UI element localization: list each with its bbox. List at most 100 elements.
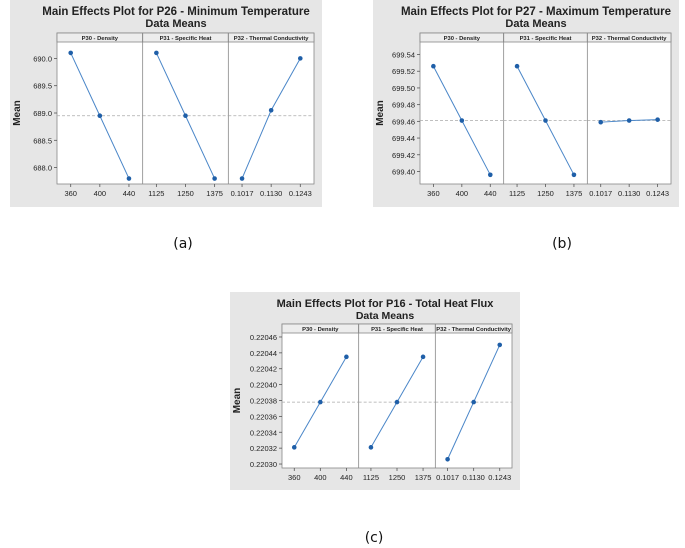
data-point xyxy=(297,56,303,61)
x-tick-label: 0.1017 xyxy=(436,473,459,482)
x-tick-label: 1125 xyxy=(363,473,379,482)
x-tick-label: 1375 xyxy=(415,473,432,482)
data-point xyxy=(626,118,632,123)
y-tick-label: 699.42 xyxy=(392,151,415,160)
chart-subtitle: Data Means xyxy=(356,310,415,322)
x-tick-label: 1250 xyxy=(389,473,406,482)
y-tick-label: 690.0 xyxy=(33,54,52,63)
panel-title: P32 - Thermal Conductivity xyxy=(234,36,310,42)
y-tick-label: 0.22036 xyxy=(250,412,277,421)
y-tick-label: 688.0 xyxy=(33,164,52,173)
x-tick-label: 0.1130 xyxy=(260,189,282,198)
x-tick-label: 440 xyxy=(340,473,353,482)
data-point xyxy=(459,118,465,123)
chart-svg: Main Effects Plot for P26 - Minimum Temp… xyxy=(10,0,322,207)
panel-title: P30 - Density xyxy=(302,327,339,333)
y-tick-label: 0.22040 xyxy=(250,381,277,390)
y-tick-label: 0.22044 xyxy=(250,349,277,358)
x-tick-label: 1125 xyxy=(509,189,525,198)
chart-svg: Main Effects Plot for P27 - Maximum Temp… xyxy=(373,0,679,207)
data-point xyxy=(487,172,493,178)
data-point xyxy=(268,107,274,113)
y-tick-label: 0.22034 xyxy=(250,428,277,437)
y-tick-label: 699.54 xyxy=(392,51,415,60)
chart-subtitle: Data Means xyxy=(145,18,206,30)
y-tick-label: 699.44 xyxy=(392,134,415,143)
x-tick-label: 1250 xyxy=(537,189,554,198)
data-point xyxy=(183,113,188,119)
data-point xyxy=(514,63,520,69)
chart-title: Main Effects Plot for P27 - Maximum Temp… xyxy=(401,6,671,18)
data-point xyxy=(497,342,503,348)
y-tick-label: 689.5 xyxy=(33,82,52,91)
data-point xyxy=(543,118,548,123)
y-axis-label: Mean xyxy=(12,100,23,126)
y-tick-label: 689.0 xyxy=(33,109,52,118)
chart-svg: Main Effects Plot for P16 - Total Heat F… xyxy=(230,292,520,490)
panel-title: P30 - Density xyxy=(82,36,119,42)
data-point xyxy=(571,172,577,178)
y-tick-label: 0.22032 xyxy=(250,444,277,453)
data-point xyxy=(318,399,323,405)
x-tick-label: 400 xyxy=(314,473,327,482)
y-axis-label: Mean xyxy=(375,100,386,126)
panel-title: P32 - Thermal Conductivity xyxy=(436,327,512,333)
x-tick-label: 360 xyxy=(288,473,301,482)
chart-subtitle: Data Means xyxy=(505,18,566,30)
y-tick-label: 699.50 xyxy=(392,84,415,93)
x-tick-label: 440 xyxy=(484,189,497,198)
y-tick-label: 699.40 xyxy=(392,167,415,176)
panel-title: P31 - Specific Heat xyxy=(160,36,212,42)
x-tick-label: 400 xyxy=(456,189,469,198)
caption-c: (c) xyxy=(364,530,384,546)
data-point xyxy=(445,456,450,462)
chart-title: Main Effects Plot for P16 - Total Heat F… xyxy=(277,298,495,310)
panel-title: P32 - Thermal Conductivity xyxy=(592,36,668,42)
x-tick-label: 360 xyxy=(427,189,440,198)
plot-area xyxy=(56,32,315,185)
x-tick-label: 360 xyxy=(64,189,77,198)
y-tick-label: 699.48 xyxy=(392,101,415,110)
y-tick-label: 0.22042 xyxy=(250,365,277,374)
data-point xyxy=(68,50,74,56)
chart-title: Main Effects Plot for P26 - Minimum Temp… xyxy=(42,6,310,18)
panel-title: P31 - Specific Heat xyxy=(371,327,423,333)
y-axis-label: Mean xyxy=(232,388,243,414)
data-point xyxy=(368,445,374,450)
data-point xyxy=(344,354,349,360)
panel-title: P31 - Specific Heat xyxy=(520,36,572,42)
caption-a: (a) xyxy=(173,236,193,252)
data-point xyxy=(471,399,476,405)
main-effects-plot-a: Main Effects Plot for P26 - Minimum Temp… xyxy=(10,0,322,212)
data-point xyxy=(655,117,660,122)
x-tick-label: 0.1130 xyxy=(618,189,640,198)
x-tick-label: 1125 xyxy=(148,189,164,198)
data-point xyxy=(212,176,217,181)
x-tick-label: 0.1017 xyxy=(231,189,254,198)
main-effects-plot-b: Main Effects Plot for P27 - Maximum Temp… xyxy=(373,0,679,212)
data-point xyxy=(598,119,604,125)
y-tick-label: 0.22030 xyxy=(250,460,277,469)
y-tick-label: 0.22046 xyxy=(250,333,277,342)
data-point xyxy=(394,399,400,405)
x-tick-label: 0.1017 xyxy=(589,189,612,198)
panel-title: P30 - Density xyxy=(444,36,481,42)
x-tick-label: 0.1243 xyxy=(488,473,511,482)
y-tick-label: 699.46 xyxy=(392,117,415,126)
x-tick-label: 1375 xyxy=(566,189,583,198)
plot-area xyxy=(281,323,513,469)
x-tick-label: 440 xyxy=(123,189,136,198)
data-point xyxy=(154,50,159,56)
x-tick-label: 0.1243 xyxy=(289,189,312,198)
data-point xyxy=(291,445,297,450)
x-tick-label: 0.1243 xyxy=(646,189,669,198)
caption-b: (b) xyxy=(552,236,572,252)
y-tick-label: 688.5 xyxy=(33,136,52,145)
y-tick-label: 0.22038 xyxy=(250,397,277,406)
x-tick-label: 400 xyxy=(94,189,107,198)
x-tick-label: 1250 xyxy=(177,189,194,198)
data-point xyxy=(420,354,426,360)
data-point xyxy=(431,63,436,69)
plot-area xyxy=(419,32,672,185)
x-tick-label: 0.1130 xyxy=(462,473,484,482)
